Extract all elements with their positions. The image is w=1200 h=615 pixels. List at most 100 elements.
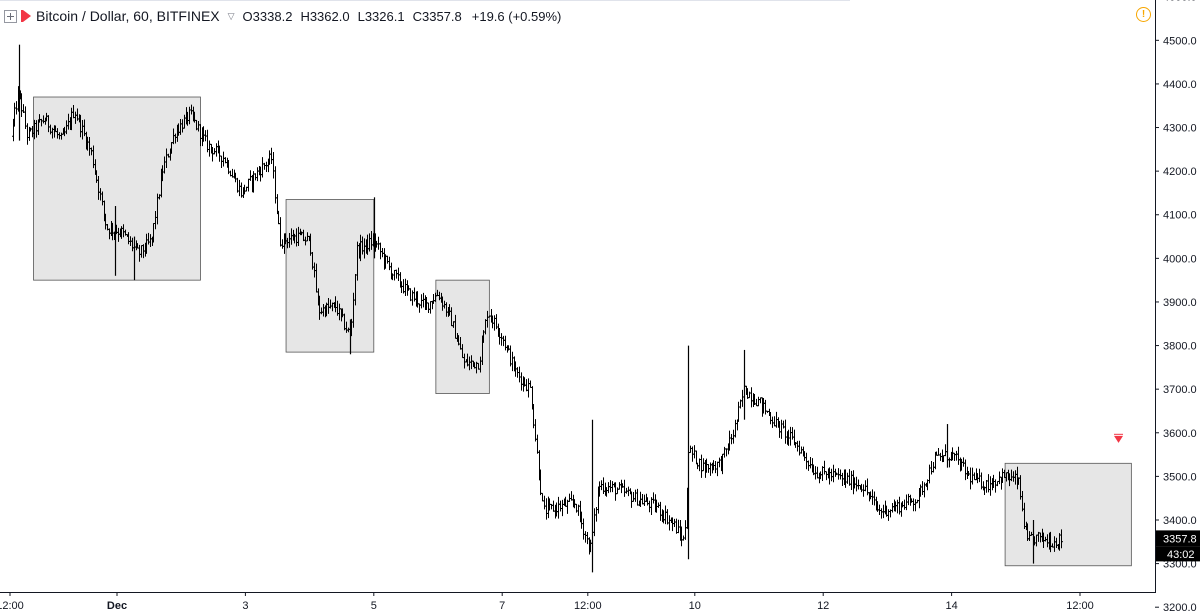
- ohlc-bar: [996, 480, 999, 487]
- box-annotation[interactable]: [33, 96, 201, 281]
- ohlc-bar: [15, 101, 18, 115]
- ohlc-bar: [695, 450, 698, 465]
- ohlc-bar: [648, 500, 651, 513]
- ohlc-bar: [404, 278, 407, 296]
- time-tick-label: 7: [499, 600, 505, 612]
- ohlc-bar: [616, 487, 619, 495]
- box-annotation[interactable]: [285, 199, 375, 353]
- ohlc-bar: [584, 531, 587, 543]
- signal-marker[interactable]: [1114, 435, 1124, 443]
- ohlc-bar: [659, 501, 662, 521]
- ohlc-bar: [627, 486, 630, 497]
- ohlc-bar: [944, 444, 947, 457]
- ohlc-bar: [636, 488, 639, 506]
- ohlc-bar: [493, 315, 496, 331]
- ohlc-bar: [568, 493, 571, 502]
- ohlc-bar: [525, 379, 528, 392]
- ohlc-bar: [791, 427, 794, 440]
- ohlc-bar: [208, 140, 211, 157]
- countdown-tag: [1156, 546, 1200, 562]
- ohlc-bar: [518, 366, 521, 383]
- ohlc-bar: [609, 480, 612, 493]
- ohlc-bar: [429, 301, 432, 314]
- ohlc-bar: [632, 491, 635, 502]
- ohlc-bar: [989, 476, 992, 496]
- ohlc-bar: [689, 445, 692, 454]
- ohlc-bar: [850, 470, 853, 491]
- symbol-title[interactable]: Bitcoin / Dollar, 60, BITFINEX: [36, 8, 220, 24]
- ohlc-bar: [536, 434, 539, 454]
- ohlc-bar: [700, 454, 703, 478]
- ohlc-bar: [24, 106, 27, 129]
- ohlc-bar: [388, 256, 391, 271]
- price-tick-label: 4100.0: [1163, 210, 1197, 222]
- ohlc-bar: [641, 494, 644, 505]
- ohlc-bar: [773, 416, 776, 427]
- alert-circle-icon[interactable]: !: [1136, 7, 1151, 22]
- price-tick-label: 3900.0: [1163, 297, 1197, 309]
- ohlc-bar: [832, 464, 835, 483]
- ohlc-bar: [734, 419, 737, 438]
- ohlc-bar: [823, 460, 826, 475]
- ohlc-bar: [732, 429, 735, 444]
- ohlc-bar: [702, 458, 705, 472]
- price-tick-label: 4600.0: [1163, 0, 1197, 4]
- ohlc-bar: [887, 509, 890, 521]
- price-tick-label: 3200.0: [1163, 602, 1197, 614]
- ohlc-bar: [750, 387, 753, 408]
- ohlc-bar: [914, 499, 917, 512]
- ohlc-bar: [994, 479, 997, 493]
- ohlc-bar: [714, 461, 717, 474]
- ohlc-bar: [393, 269, 396, 281]
- flag-icon[interactable]: [21, 10, 31, 22]
- ohlc-bar: [684, 520, 687, 540]
- price-tick-label: 3500.0: [1163, 471, 1197, 483]
- ohlc-bar: [504, 335, 507, 351]
- ohlc-bar: [277, 210, 280, 225]
- ohlc-bar: [386, 255, 389, 264]
- ohlc-bar: [520, 372, 523, 391]
- legend-change: +19.6 (+0.59%): [471, 8, 562, 24]
- ohlc-bar: [857, 479, 860, 490]
- ohlc-bar: [420, 294, 423, 309]
- box-annotations: [33, 96, 1132, 567]
- ohlc-bar: [652, 492, 655, 504]
- ohlc-bar: [878, 504, 881, 515]
- ohlc-bar: [755, 398, 758, 407]
- legend-high: H3362.0: [300, 8, 350, 24]
- ohlc-bar: [771, 416, 774, 428]
- ohlc-bar: [969, 467, 972, 490]
- ohlc-bar: [998, 471, 1001, 485]
- ohlc-bar: [921, 481, 924, 495]
- ohlc-bar: [623, 479, 626, 497]
- box-annotation[interactable]: [1004, 462, 1132, 567]
- box-annotation[interactable]: [435, 279, 490, 394]
- ohlc-bar: [825, 471, 828, 481]
- ohlc-bar: [534, 419, 537, 442]
- plus-box-icon[interactable]: [4, 9, 17, 23]
- ohlc-bar: [1060, 529, 1063, 549]
- ohlc-bar: [821, 466, 824, 481]
- time-tick-label: 12:00: [1066, 600, 1094, 612]
- ohlc-bar: [381, 247, 384, 258]
- price-tick-label: 3300.0: [1163, 559, 1197, 571]
- ohlc-bar: [955, 450, 958, 461]
- time-tick-label: 3: [242, 600, 248, 612]
- legend-low: L3326.1: [357, 8, 405, 24]
- ohlc-bars: [12, 44, 1063, 573]
- chevron-down-icon[interactable]: ▽: [227, 10, 235, 21]
- price-axis[interactable]: 4600.0 4500.0 4400.0 4300.0 4200.0 4100.0 4000…: [1155, 0, 1200, 614]
- ohlc-bar: [737, 401, 740, 422]
- ohlc-bar: [26, 123, 29, 145]
- ohlc-bar: [427, 302, 430, 314]
- price-tick-label: 4300.0: [1163, 123, 1197, 135]
- time-tick-label: 10: [689, 600, 701, 612]
- ohlc-bar: [270, 147, 273, 164]
- ohlc-bar: [582, 518, 585, 540]
- ohlc-bar: [607, 482, 610, 494]
- ohlc-bar: [873, 491, 876, 506]
- ohlc-bar: [784, 419, 787, 444]
